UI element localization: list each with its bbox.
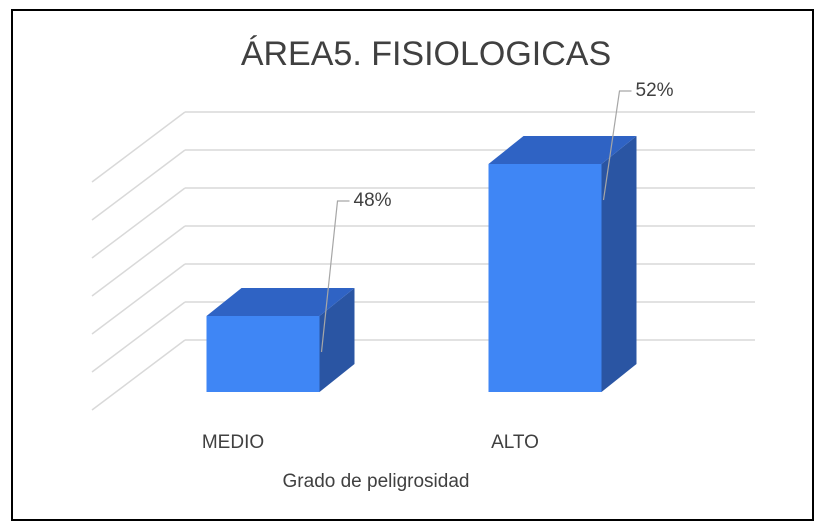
- bar-side: [319, 288, 355, 392]
- bar-top: [206, 288, 355, 316]
- x-tick-label: ALTO: [491, 432, 539, 453]
- side-grid-line: [91, 187, 186, 259]
- data-label: 48%: [354, 190, 392, 211]
- side-grid-line: [91, 149, 186, 221]
- data-label: 52%: [636, 80, 674, 101]
- chart-border: [11, 9, 814, 521]
- chart-title: ÁREA5. FISIOLOGICAS: [241, 35, 611, 73]
- bar: [206, 316, 320, 392]
- bar: [488, 164, 602, 392]
- x-tick-label: MEDIO: [202, 432, 264, 453]
- side-grid-line: [91, 339, 186, 411]
- side-grid-line: [91, 301, 186, 373]
- bar-side: [601, 136, 637, 392]
- side-grid-line: [91, 263, 186, 335]
- side-grid-line: [91, 225, 186, 297]
- leader-line: [320, 200, 350, 353]
- bar-top: [488, 136, 637, 164]
- x-axis-label: Grado de peligrosidad: [283, 471, 470, 492]
- side-grid-line: [91, 111, 186, 183]
- leader-line: [602, 90, 632, 201]
